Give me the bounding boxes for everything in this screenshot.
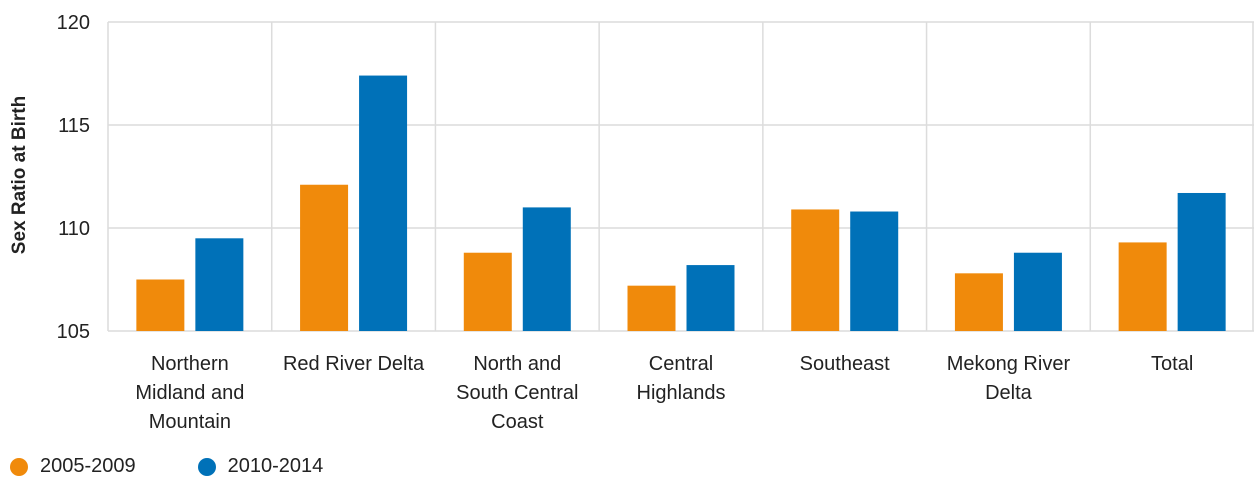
x-category-label-line: Red River Delta (283, 353, 425, 375)
grid (107, 21, 1254, 332)
x-category-label-line: Delta (985, 382, 1033, 404)
bar-2010-2014 (359, 75, 408, 331)
x-category-label: Southeast (800, 353, 891, 375)
bar-2010-2014 (195, 238, 244, 331)
bar-2005-2009 (136, 279, 185, 331)
bar-2010-2014 (1177, 192, 1226, 331)
x-category-label: Mekong River Delta (947, 353, 1071, 404)
legend-item-series-2: 2010-2014 (197, 455, 324, 478)
legend-label: 2010-2014 (227, 455, 324, 477)
y-tick-label: 105 (57, 321, 90, 343)
x-category-label-line: Central (649, 353, 713, 375)
bar-2005-2009 (1118, 242, 1167, 331)
bar-2010-2014 (686, 265, 735, 331)
bar-2005-2009 (954, 273, 1003, 331)
x-category-label-line: Coast (491, 411, 544, 433)
x-category-label: North and South Central Coast (456, 353, 578, 433)
x-category-label: Central Highlands (637, 353, 726, 404)
x-category-label-line: Midland and (135, 382, 244, 404)
y-tick-label: 115 (58, 115, 90, 137)
legend-item-series-1: 2005-2009 (10, 455, 136, 478)
legend-label: 2005-2009 (40, 455, 136, 477)
bar-2005-2009 (463, 252, 512, 331)
y-axis-ticks: 105 110 115 120 (57, 12, 90, 343)
x-category-label-line: Mountain (149, 411, 231, 433)
x-category-label: Northern Midland and Mountain (135, 353, 244, 433)
bar-2010-2014 (522, 207, 571, 331)
x-category-label-line: Total (1151, 353, 1193, 375)
legend: 2005-2009 2010-2014 (10, 455, 385, 478)
y-axis-title: Sex Ratio at Birth (9, 96, 30, 254)
bar-2005-2009 (791, 209, 840, 331)
x-category-label-line: Highlands (637, 382, 726, 404)
x-axis-labels: Northern Midland and Mountain Red River Del… (135, 353, 1193, 433)
legend-swatch (197, 457, 216, 476)
y-tick-label: 120 (57, 12, 90, 34)
bar-2005-2009 (627, 285, 676, 331)
legend-swatch (10, 457, 28, 476)
x-category-label: Total (1151, 353, 1193, 375)
x-category-label-line: Mekong River (947, 353, 1071, 375)
bar-2010-2014 (1013, 252, 1062, 331)
x-category-label-line: South Central (456, 382, 578, 404)
bar-2010-2014 (850, 211, 899, 331)
y-tick-label: 110 (58, 218, 90, 240)
x-category-label-line: Northern (151, 353, 229, 375)
bar-2005-2009 (300, 184, 349, 331)
x-category-label-line: Southeast (800, 353, 891, 375)
bars (136, 75, 1226, 331)
x-category-label-line: North and (473, 353, 561, 375)
x-category-label: Red River Delta (283, 353, 425, 375)
